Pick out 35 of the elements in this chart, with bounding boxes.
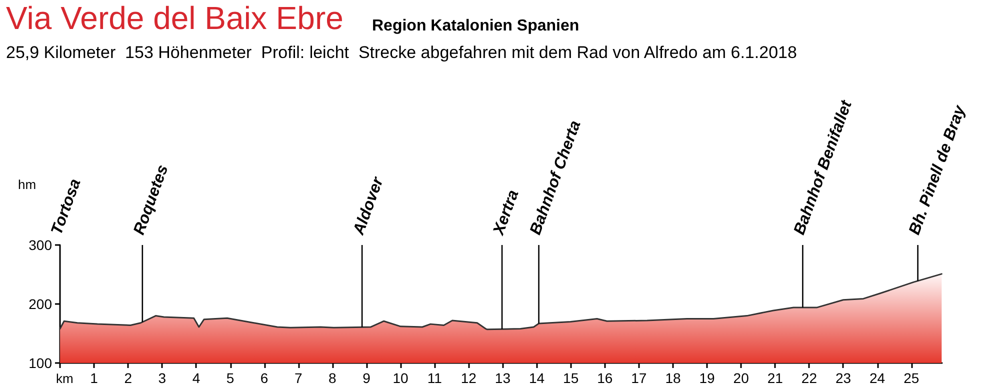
x-tick-label: 13 <box>494 370 511 386</box>
x-tick-label: 9 <box>362 370 371 386</box>
x-tick-label: 24 <box>870 370 886 386</box>
x-tick-label: 10 <box>392 370 409 386</box>
x-tick-label: 19 <box>699 370 716 386</box>
x-tick-label: 21 <box>767 370 784 386</box>
x-tick-label: 12 <box>460 370 477 386</box>
y-axis-title: hm <box>18 177 36 192</box>
x-tick-label: 4 <box>192 370 200 386</box>
ref-line-label: Bh. Pinell de Bray <box>906 102 970 238</box>
chart-title: Via Verde del Baix Ebre <box>6 0 344 36</box>
x-tick-label: 18 <box>665 370 681 386</box>
x-tick-label: 20 <box>733 370 750 386</box>
chart-subtitle: Region Katalonien Spanien <box>372 18 580 34</box>
y-tick-label: 100 <box>28 355 52 371</box>
x-tick-label: 22 <box>801 370 818 386</box>
x-tick-label: 16 <box>597 370 613 386</box>
x-tick-label: 5 <box>226 370 234 386</box>
x-tick-label: 23 <box>835 370 852 386</box>
y-tick-label: 300 <box>28 237 52 253</box>
x-tick-label: 17 <box>631 370 647 386</box>
x-tick-label: 15 <box>563 370 579 386</box>
text: 25,9 Kilometer 153 Höhenmeter Profil: leicht Strecke abgefahren mit dem Rad von Alfredo am 6.1.2018 <box>6 43 797 62</box>
x-tick-label: 7 <box>294 370 302 386</box>
x-tick-label: 1 <box>90 370 98 386</box>
x-tick-label: 11 <box>427 370 442 386</box>
x-axis-title: km <box>56 371 74 386</box>
x-tick-label: 6 <box>260 370 268 386</box>
x-tick-label: 14 <box>528 370 545 386</box>
x-tick-label: 2 <box>124 370 132 386</box>
x-tick-label: 3 <box>158 370 166 386</box>
y-tick-label: 200 <box>28 296 52 312</box>
x-tick-label: 8 <box>328 370 337 386</box>
ref-line-label: Xertra <box>490 188 522 238</box>
x-tick-label: 25 <box>904 370 920 386</box>
